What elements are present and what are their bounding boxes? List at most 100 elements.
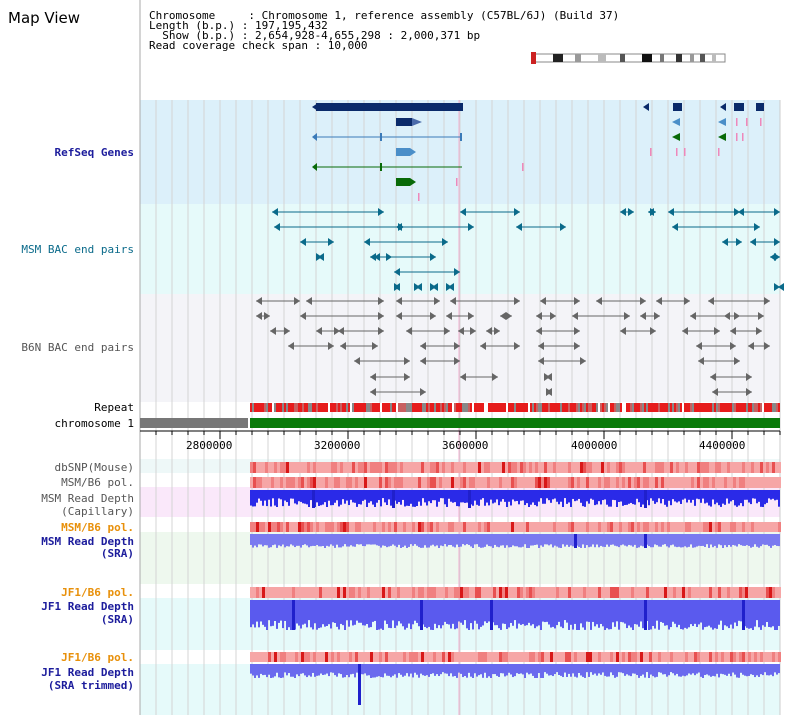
- depth-bar: [696, 664, 698, 674]
- msm-bac-end: [560, 223, 566, 231]
- depth-bar: [386, 490, 388, 505]
- polymorphism-bin: [484, 477, 487, 488]
- polymorphism-bin: [250, 522, 253, 532]
- depth-bar: [526, 664, 528, 673]
- polymorphism-bin: [271, 587, 274, 598]
- repeat-element: [732, 403, 734, 412]
- depth-bar: [352, 534, 354, 547]
- polymorphism-bin: [322, 462, 325, 473]
- jf1-sra-depth-label[interactable]: JF1 Read Depth: [41, 600, 134, 613]
- repeat-element: [624, 403, 626, 412]
- polymorphism-bin: [322, 587, 325, 598]
- polymorphism-bin: [334, 462, 337, 473]
- polymorphism-bin: [742, 587, 745, 598]
- msm-cap-depth-label[interactable]: MSM Read Depth: [41, 492, 134, 505]
- depth-bar: [534, 490, 536, 506]
- depth-bar: [406, 664, 408, 674]
- b6n-bac-end: [596, 297, 602, 305]
- polymorphism-bin: [604, 462, 607, 473]
- gene-arrow: [720, 103, 726, 111]
- chromosome-track-label[interactable]: chromosome 1: [54, 417, 134, 430]
- polymorphism-bin: [631, 587, 634, 598]
- repeat-element: [412, 403, 414, 412]
- msm-b6-pol-label[interactable]: MSM/B6 pol.: [61, 476, 134, 489]
- polymorphism-bin: [529, 477, 532, 488]
- dbsnp-track-label[interactable]: dbSNP(Mouse): [54, 461, 134, 474]
- polymorphism-bin: [553, 652, 556, 662]
- polymorphism-bin: [457, 522, 460, 532]
- depth-bar: [346, 534, 348, 547]
- polymorphism-bin: [745, 522, 748, 532]
- jf1-trim-depth-sublabel: (SRA trimmed): [47, 679, 134, 692]
- msm-sra-depth-label[interactable]: MSM Read Depth: [41, 535, 134, 548]
- repeat-element: [618, 403, 620, 412]
- polymorphism-bin: [262, 522, 265, 532]
- polymorphism-bin: [283, 652, 286, 662]
- polymorphism-bin: [319, 587, 322, 598]
- polymorphism-bin: [580, 462, 583, 473]
- polymorphism-bin: [532, 522, 535, 532]
- depth-bar: [440, 534, 442, 546]
- depth-bar: [530, 600, 532, 626]
- polymorphism-bin: [313, 587, 316, 598]
- refseq-track-label[interactable]: RefSeq Genes: [54, 146, 134, 159]
- polymorphism-bin: [703, 652, 706, 662]
- depth-bar: [496, 600, 498, 626]
- depth-bar: [560, 664, 562, 676]
- polymorphism-bin: [265, 462, 268, 473]
- depth-bar: [252, 534, 254, 548]
- repeat-element: [270, 403, 272, 412]
- depth-bar: [416, 664, 418, 675]
- depth-bar: [424, 490, 426, 503]
- depth-bar: [534, 600, 536, 629]
- msm-b6-pol-label-2[interactable]: MSM/B6 pol.: [61, 521, 134, 534]
- polymorphism-bin: [349, 587, 352, 598]
- b6n-bac-end: [444, 327, 450, 335]
- depth-bar: [588, 600, 590, 622]
- polymorphism-bin: [328, 477, 331, 488]
- repeat-element: [496, 403, 498, 412]
- depth-bar: [280, 490, 282, 500]
- depth-bar: [414, 490, 416, 507]
- depth-bar: [582, 534, 584, 545]
- polymorphism-bin: [439, 477, 442, 488]
- polymorphism-bin: [739, 652, 742, 662]
- polymorphism-bin: [448, 522, 451, 532]
- depth-bar: [528, 664, 530, 675]
- depth-bar: [594, 664, 596, 674]
- jf1-b6-pol-label-2[interactable]: JF1/B6 pol.: [61, 651, 134, 664]
- jf1-b6-pol-label[interactable]: JF1/B6 pol.: [61, 586, 134, 599]
- gene-arrow: [312, 103, 318, 111]
- depth-bar: [262, 490, 264, 506]
- b6n-bac-end: [354, 357, 360, 365]
- repeat-element: [686, 403, 688, 412]
- b6n-bac-track-label[interactable]: B6N BAC end pairs: [21, 341, 134, 354]
- polymorphism-bin: [586, 652, 589, 662]
- jf1-trim-depth-label[interactable]: JF1 Read Depth: [41, 666, 134, 679]
- polymorphism-bin: [439, 587, 442, 598]
- polymorphism-bin: [301, 587, 304, 598]
- repeat-track-label[interactable]: Repeat: [94, 401, 134, 414]
- polymorphism-bin: [541, 462, 544, 473]
- msm-bac-track-label[interactable]: MSM BAC end pairs: [21, 243, 134, 256]
- depth-bar: [558, 534, 560, 548]
- depth-bar: [712, 534, 714, 548]
- polymorphism-bin: [385, 477, 388, 488]
- depth-bar: [392, 534, 394, 545]
- polymorphism-bin: [679, 522, 682, 532]
- msm-bac-end: [378, 208, 384, 216]
- polymorphism-bin: [394, 587, 397, 598]
- depth-bar: [438, 534, 440, 548]
- depth-bar: [626, 490, 628, 505]
- polymorphism-bin: [541, 522, 544, 532]
- depth-bar: [352, 490, 354, 503]
- polymorphism-bin: [778, 522, 781, 532]
- depth-bar: [680, 600, 682, 630]
- repeat-element: [548, 403, 550, 412]
- depth-bar: [692, 490, 694, 500]
- polymorphism-bin: [595, 477, 598, 488]
- repeat-element: [660, 403, 662, 412]
- repeat-element: [528, 403, 530, 412]
- polymorphism-bin: [757, 462, 760, 473]
